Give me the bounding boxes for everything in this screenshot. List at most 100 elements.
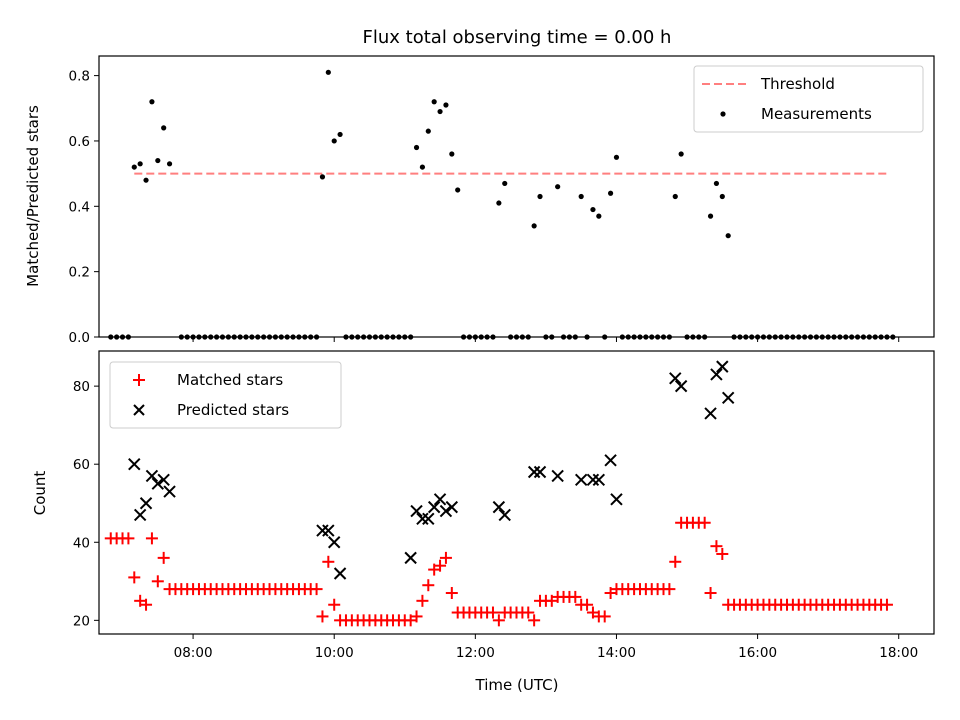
predicted-star-point <box>145 469 159 483</box>
measurement-point <box>425 128 431 134</box>
measurement-point <box>678 151 684 157</box>
top-y-axis-label: Matched/Predicted stars <box>24 105 42 287</box>
predicted-star-point <box>139 497 153 510</box>
predicted-star-point <box>716 360 729 373</box>
predicted-star-point <box>551 469 564 483</box>
predicted-star-point <box>422 512 435 526</box>
predicted-star-point <box>427 500 441 514</box>
matched-star-point <box>710 540 723 553</box>
matched-star-point <box>122 532 135 545</box>
legend-predicted-swatch <box>133 404 145 416</box>
x-tick-label: 14:00 <box>597 645 636 661</box>
predicted-star-point <box>710 368 723 381</box>
measurement-point <box>455 187 461 193</box>
predicted-star-point <box>498 508 511 522</box>
top-y-tick-label: 0.4 <box>69 199 90 215</box>
measurement-point <box>131 164 137 170</box>
predicted-star-point <box>157 473 170 487</box>
bottom-y-axis-label: Count <box>31 471 49 516</box>
matched-star-point <box>880 598 893 611</box>
bottom-y-ticks: 20 40 60 80 <box>73 379 99 629</box>
top-y-tick-label: 0.8 <box>69 69 90 85</box>
predicted-star-point <box>492 500 506 514</box>
matched-star-point <box>422 579 435 592</box>
measurement-point <box>537 193 543 200</box>
predicted-star-point <box>592 473 606 487</box>
predicted-star-point <box>704 407 717 420</box>
matched-star-point <box>316 610 329 623</box>
x-tick-label: 10:00 <box>315 645 354 661</box>
predicted-star-point <box>163 485 176 498</box>
predicted-star-point <box>610 493 623 506</box>
measurement-point <box>719 193 725 200</box>
bottom-y-tick-label: 20 <box>73 613 90 629</box>
measurement-point <box>672 193 678 200</box>
matched-star-point <box>434 559 447 572</box>
top-y-tick-label: 0.0 <box>69 330 90 346</box>
measurement-point <box>331 138 337 144</box>
measurement-point <box>555 184 561 190</box>
measurement-point <box>149 99 155 105</box>
matched-star-point <box>151 575 164 588</box>
matched-star-point <box>157 551 170 564</box>
top-legend-box <box>693 65 924 133</box>
legend-threshold-label: Threshold <box>760 75 835 93</box>
bottom-y-tick-label: 80 <box>73 379 90 395</box>
measurement-point <box>590 206 596 213</box>
matched-star-point <box>322 555 335 568</box>
top-x-ticks <box>192 337 900 342</box>
measurement-point <box>431 99 437 105</box>
matched-star-point <box>716 547 729 560</box>
measurement-point <box>161 125 167 131</box>
matched-star-point <box>598 610 611 623</box>
measurement-point <box>337 131 343 138</box>
top-y-ticks: 0.0 0.2 0.4 0.6 0.8 <box>69 69 99 346</box>
bottom-legend-box <box>109 361 342 429</box>
predicted-star-point <box>574 473 588 487</box>
predicted-star-point <box>416 512 429 526</box>
matched-star-point <box>581 598 594 611</box>
matched-star-point <box>492 614 505 627</box>
matched-star-point <box>439 551 452 564</box>
predicted-star-point <box>669 372 682 385</box>
measurement-point <box>166 161 173 167</box>
x-tick-label: 08:00 <box>174 645 213 661</box>
predicted-star-point <box>333 567 347 580</box>
measurement-point <box>437 108 443 115</box>
matched-star-point <box>669 555 682 568</box>
bottom-axes-frame <box>98 350 935 635</box>
predicted-star-point <box>128 457 141 471</box>
matched-star-point <box>569 590 582 603</box>
measurement-point <box>449 151 455 157</box>
bottom-x-axis-label: Time (UTC) <box>475 676 559 694</box>
top-chart-title: Flux total observing time = 0.00 h <box>363 27 672 48</box>
measurement-point <box>319 174 326 180</box>
x-tick-label: 16:00 <box>738 645 777 661</box>
measurement-point <box>413 144 420 151</box>
top-y-tick-label: 0.6 <box>69 134 90 150</box>
matched-star-point <box>528 614 541 627</box>
legend-matched-swatch <box>133 374 145 386</box>
measurement-point <box>137 161 143 167</box>
measurement-point <box>419 164 426 170</box>
predicted-star-point <box>445 500 459 514</box>
measurement-point <box>596 213 602 219</box>
measurement-point <box>325 69 331 75</box>
predicted-star-point <box>533 465 547 479</box>
predicted-star-point <box>674 379 688 393</box>
measurement-point <box>502 180 508 187</box>
measurement-point <box>496 200 502 206</box>
matched-star-point <box>522 606 535 619</box>
bottom-legend: Matched stars Predicted stars <box>109 361 342 429</box>
predicted-star-point <box>586 473 600 487</box>
predicted-star-point <box>433 493 447 506</box>
predicted-star-point <box>328 536 341 549</box>
top-legend: Threshold Measurements <box>693 65 924 133</box>
measurement-point <box>443 102 449 108</box>
measurement-point <box>725 233 731 239</box>
predicted-star-point <box>410 504 423 518</box>
measurement-point <box>613 154 620 160</box>
measurement-point <box>155 157 161 164</box>
measurement-point <box>531 223 537 229</box>
measurement-point <box>143 177 149 183</box>
